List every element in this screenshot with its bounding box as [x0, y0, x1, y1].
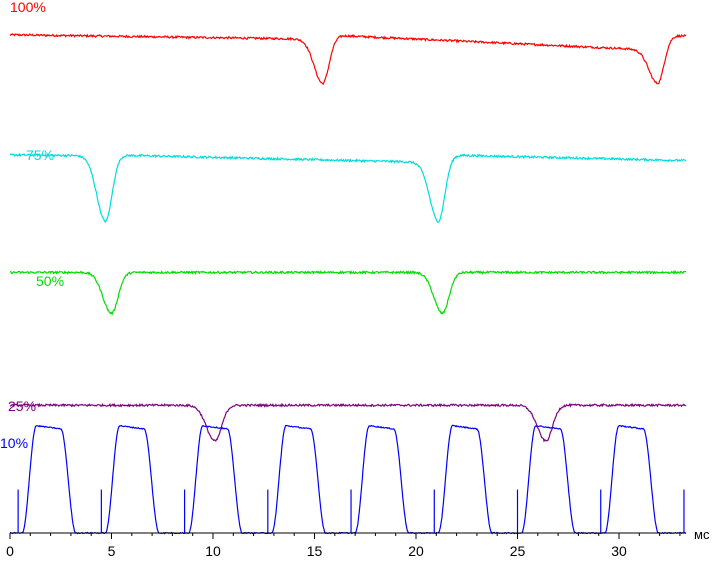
series-label-10: 10%: [0, 435, 28, 451]
x-tick-label: 0: [6, 543, 14, 559]
series-label-25: 25%: [8, 398, 36, 414]
x-tick-label: 5: [108, 543, 116, 559]
x-ticks: 0 5 10 15 20 25 30: [6, 533, 681, 559]
x-tick-label: 10: [205, 543, 221, 559]
series-labels: 100% 75% 50% 25% 10%: [0, 0, 64, 451]
series-label-100: 100%: [10, 0, 46, 15]
x-tick-label: 20: [408, 543, 424, 559]
series-label-75: 75%: [26, 147, 54, 163]
series-line-25: [9, 402, 687, 443]
x-tick-label: 30: [611, 543, 627, 559]
series-line-10: [9, 424, 687, 535]
x-tick-label: 25: [510, 543, 526, 559]
series-line-50: [9, 269, 687, 316]
x-tick-label: 15: [307, 543, 323, 559]
series-label-50: 50%: [36, 273, 64, 289]
series-line-100: [9, 32, 687, 86]
series-line-75: [9, 152, 687, 224]
x-unit-label: мс: [694, 527, 710, 542]
x-axis: 0 5 10 15 20 25 30 мс: [6, 527, 710, 559]
series-layer: [9, 32, 687, 535]
